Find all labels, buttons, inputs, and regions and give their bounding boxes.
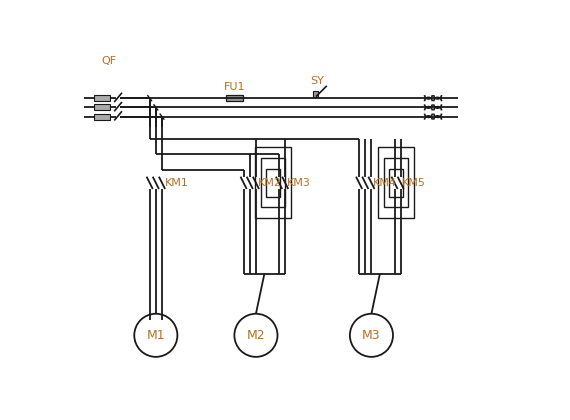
Text: FU1: FU1 [223, 82, 245, 92]
Text: KM4: KM4 [373, 178, 397, 188]
Bar [94, 104, 109, 110]
Text: M1: M1 [146, 329, 165, 342]
Text: KM2: KM2 [258, 178, 282, 188]
Bar [378, 147, 414, 218]
Bar [94, 95, 109, 101]
Text: M3: M3 [362, 329, 381, 342]
Bar [226, 95, 243, 101]
Bar [255, 147, 291, 218]
Bar [313, 91, 318, 97]
Bar [389, 169, 403, 197]
Bar [260, 158, 285, 207]
Bar [94, 113, 109, 120]
Text: KM1: KM1 [165, 178, 189, 188]
Text: KM5: KM5 [402, 178, 426, 188]
Bar [384, 158, 408, 207]
Text: QF: QF [101, 56, 116, 66]
Text: M2: M2 [247, 329, 265, 342]
Bar [266, 169, 280, 197]
Text: KM3: KM3 [287, 178, 311, 188]
Text: SY: SY [311, 76, 324, 86]
